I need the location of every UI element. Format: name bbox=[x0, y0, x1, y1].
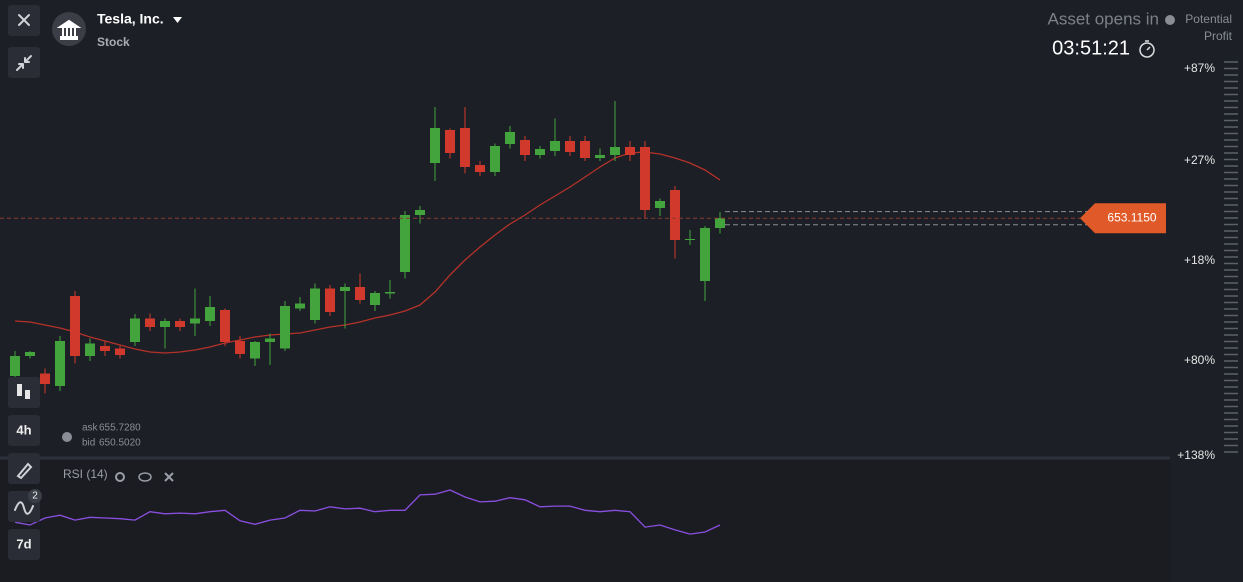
candle-body bbox=[490, 146, 500, 172]
chart-type-icon bbox=[17, 384, 22, 396]
minimize-button[interactable] bbox=[8, 47, 40, 78]
candle-body bbox=[430, 128, 440, 163]
settings-icon[interactable] bbox=[115, 472, 125, 482]
candle-body bbox=[190, 318, 200, 324]
indicator-badge bbox=[28, 489, 42, 503]
candle-body bbox=[130, 318, 140, 342]
candle-body bbox=[700, 228, 710, 281]
minimize-icon bbox=[16, 55, 32, 71]
candle-body bbox=[115, 348, 125, 355]
candle-body bbox=[280, 306, 290, 349]
candle-body bbox=[610, 147, 620, 155]
stopwatch-hand bbox=[1145, 40, 1151, 51]
candle-body bbox=[25, 352, 35, 356]
candle-body bbox=[685, 239, 695, 240]
asset-name[interactable]: Tesla, Inc. bbox=[97, 11, 164, 27]
indicators-icon bbox=[14, 501, 34, 515]
profit-scale-label: +27% bbox=[1184, 153, 1215, 167]
quote-value: 655.7280 bbox=[99, 423, 141, 434]
remove-indicator-icon[interactable] bbox=[164, 472, 174, 482]
candle-body bbox=[625, 147, 635, 155]
candle-body bbox=[85, 343, 95, 356]
candle-body bbox=[325, 288, 335, 312]
pencil-icon bbox=[16, 462, 33, 480]
candle-body bbox=[250, 342, 260, 359]
chart-type-button[interactable] bbox=[8, 377, 40, 408]
rsi-line bbox=[14, 489, 721, 535]
profit-label: Profit bbox=[1204, 29, 1233, 43]
candle-body bbox=[655, 201, 665, 208]
profit-scale-label: +80% bbox=[1184, 353, 1215, 367]
quote-help-icon bbox=[62, 432, 72, 442]
candle-body bbox=[580, 141, 590, 158]
candle-body bbox=[715, 218, 725, 228]
timeframe-button[interactable] bbox=[8, 415, 40, 446]
timeframe-label: 4h bbox=[16, 422, 31, 437]
asset-type: Stock bbox=[97, 35, 130, 49]
candle-body bbox=[640, 147, 650, 210]
candle-body bbox=[460, 128, 470, 167]
price-tag-label: 653.1150 bbox=[1107, 210, 1156, 224]
profit-scale-label: +87% bbox=[1184, 61, 1215, 75]
candle-body bbox=[670, 190, 680, 240]
potential-label: Potential bbox=[1185, 12, 1232, 26]
quote-value: 650.5020 bbox=[99, 438, 141, 449]
candle-body bbox=[595, 155, 605, 158]
candle-body bbox=[370, 293, 380, 305]
quote-name: ask bbox=[82, 423, 99, 434]
candle-body bbox=[175, 321, 185, 327]
candle-body bbox=[55, 341, 65, 386]
chart-type-icon bbox=[25, 390, 30, 399]
candle-body bbox=[160, 321, 170, 327]
candle-body bbox=[535, 149, 545, 155]
dropdown-caret[interactable] bbox=[173, 17, 182, 23]
price-tag bbox=[1080, 203, 1166, 234]
candle-body bbox=[295, 303, 305, 309]
countdown: 03:51:21 bbox=[1052, 37, 1130, 59]
candle-body bbox=[415, 210, 425, 215]
candle-body bbox=[445, 130, 455, 153]
candle-body bbox=[10, 356, 20, 376]
candle-body bbox=[400, 215, 410, 272]
candle-body bbox=[310, 288, 320, 320]
rsi-title: RSI (14) bbox=[63, 467, 108, 481]
candle-body bbox=[355, 287, 365, 300]
profit-scale-label: +138% bbox=[1177, 448, 1215, 462]
candle-body bbox=[505, 132, 515, 144]
candle-body bbox=[520, 140, 530, 155]
candle-body bbox=[475, 165, 485, 172]
candle-body bbox=[220, 310, 230, 342]
candle-body bbox=[40, 373, 50, 384]
candle-body bbox=[385, 292, 395, 294]
candle-body bbox=[100, 346, 110, 351]
ui: 4h 2 7d Tesla, Inc. Stock Asset opens in… bbox=[8, 5, 1238, 560]
rsi-panel bbox=[0, 458, 1170, 582]
close-icon bbox=[18, 14, 30, 26]
candle-body bbox=[70, 296, 80, 356]
period-button[interactable] bbox=[8, 529, 40, 560]
asset-icon[interactable] bbox=[52, 12, 86, 46]
moving-average-line bbox=[14, 151, 721, 354]
visibility-icon[interactable] bbox=[138, 472, 152, 482]
period-label: 7d bbox=[16, 536, 31, 551]
help-icon[interactable] bbox=[1165, 15, 1175, 25]
candle-body bbox=[550, 141, 560, 151]
candle-body bbox=[145, 318, 155, 327]
marks bbox=[0, 101, 1095, 535]
opens-label: Asset opens in bbox=[1047, 9, 1159, 28]
candle-body bbox=[265, 338, 275, 342]
candle-body bbox=[340, 287, 350, 291]
stopwatch-icon bbox=[1139, 42, 1155, 58]
bank-icon bbox=[56, 19, 82, 40]
quote-name: bid bbox=[82, 438, 95, 449]
profit-scale-label: +18% bbox=[1184, 253, 1215, 267]
candle-body bbox=[235, 341, 245, 354]
indicator-count: 2 bbox=[32, 491, 38, 502]
candle-body bbox=[205, 307, 215, 321]
candle-body bbox=[565, 141, 575, 152]
